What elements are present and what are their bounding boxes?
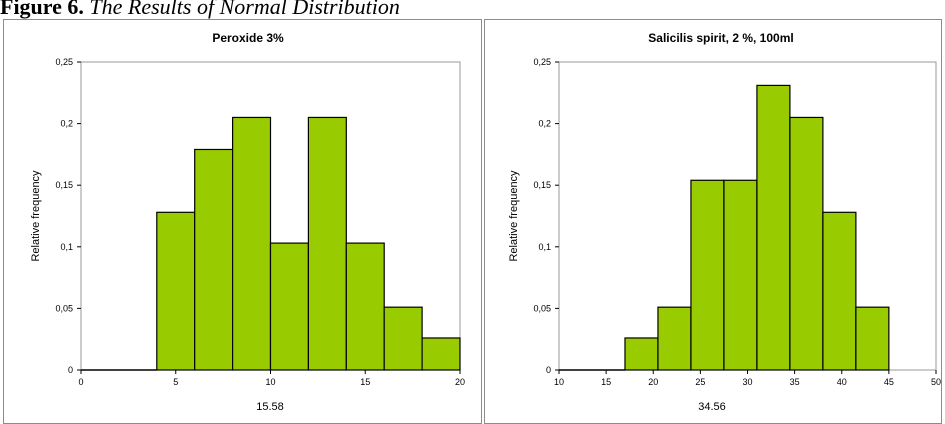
histogram-bar (756, 84, 791, 371)
figure-title: Figure 6. The Results of Normal Distribu… (0, 0, 400, 19)
histogram-bar (156, 211, 196, 371)
histogram-salicilis: Salicilis spirit, 2 %, 100ml 0 0,05 0,1 0,15… (508, 31, 941, 413)
histogram-bar (657, 306, 692, 371)
histogram-bar (269, 242, 310, 371)
y-tick-label: 0,1 (60, 242, 73, 252)
x-tick-label: 35 (790, 377, 800, 387)
x-tick-label: 15 (601, 377, 611, 387)
x-tick-label: 5 (173, 377, 178, 387)
x-tick-label: 30 (742, 377, 752, 387)
y-axis-label: Relative frequency (508, 170, 520, 262)
x-tick-label: 50 (931, 377, 941, 387)
histogram-bar (822, 211, 857, 371)
histogram-bar (194, 148, 234, 371)
x-tick-label: 10 (265, 377, 275, 387)
histogram-bar (789, 116, 824, 371)
histogram-bar (855, 306, 890, 371)
histogram-bar (723, 179, 758, 371)
chart-title: Peroxide 3% (212, 31, 284, 45)
y-tick-label: 0,15 (533, 180, 551, 190)
x-tick-label: 20 (455, 377, 465, 387)
y-axis-label: Relative frequency (30, 170, 42, 262)
y-tick-label: 0,2 (538, 119, 551, 129)
y-tick-label: 0,25 (55, 57, 73, 67)
histogram-bar (624, 337, 659, 371)
x-tick-label: 0 (78, 377, 83, 387)
chart-panel-salicilis: Salicilis spirit, 2 %, 100ml 0 0,05 0,1 0,15… (484, 19, 942, 424)
chart-title: Salicilis spirit, 2 %, 100ml (648, 31, 793, 45)
chart-panel-peroxide: Peroxide 3% 0 0,05 0,1 0,15 0,2 0,25 0 5 10 15 20 Re… (3, 19, 482, 424)
histogram-bar (383, 306, 423, 371)
y-tick-label: 0 (68, 365, 73, 375)
x-tick-label: 25 (695, 377, 705, 387)
histogram-bar (690, 179, 725, 371)
x-axis-label: 15.58 (256, 401, 284, 413)
histogram-bar (421, 337, 461, 371)
x-tick-label: 40 (837, 377, 847, 387)
histogram-bar (232, 116, 272, 371)
y-tick-label: 0,15 (55, 180, 73, 190)
histogram-peroxide: Peroxide 3% 0 0,05 0,1 0,15 0,2 0,25 0 5 10 15 20 Re… (30, 31, 465, 413)
y-tick-label: 0,05 (533, 303, 551, 313)
figure-label: Figure 6. (0, 0, 84, 19)
histogram-bar (345, 242, 385, 371)
y-tick-label: 0,25 (533, 57, 551, 67)
x-tick-label: 45 (884, 377, 894, 387)
x-tick-label: 20 (648, 377, 658, 387)
x-tick-label: 15 (360, 377, 370, 387)
histogram-bar (307, 116, 347, 371)
x-tick-label: 10 (554, 377, 564, 387)
x-axis-label: 34.56 (698, 401, 726, 413)
y-tick-label: 0,1 (538, 242, 551, 252)
y-tick-label: 0,2 (60, 119, 73, 129)
y-tick-label: 0 (546, 365, 551, 375)
y-tick-label: 0,05 (55, 303, 73, 313)
figure-caption: The Results of Normal Distribution (89, 0, 400, 19)
